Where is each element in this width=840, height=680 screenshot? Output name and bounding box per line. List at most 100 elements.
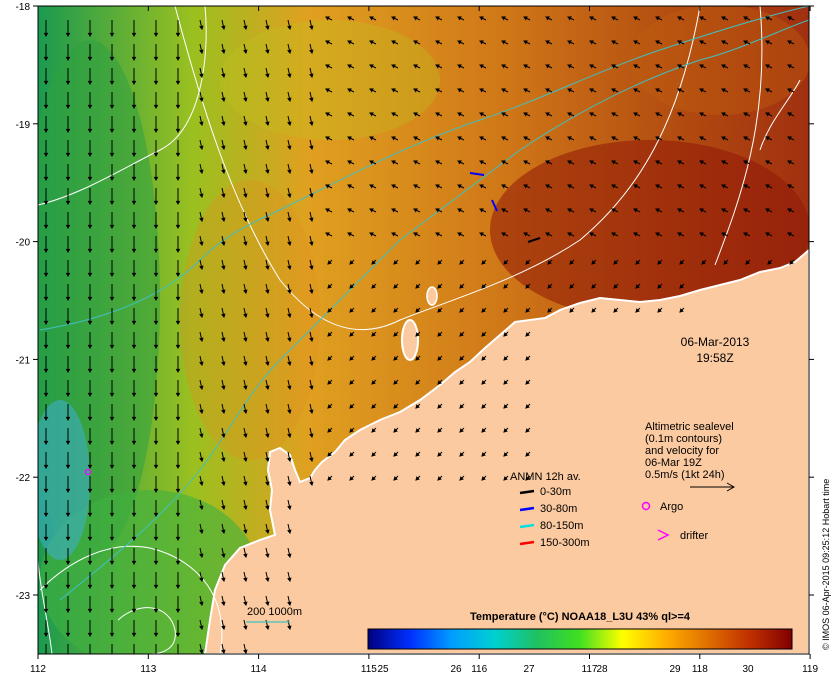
velocity-arrow-head — [287, 577, 292, 583]
velocity-arrow-head — [545, 64, 550, 69]
velocity-arrow-head — [635, 308, 640, 313]
velocity-arrow-head — [347, 40, 352, 45]
velocity-arrow-head — [787, 112, 792, 117]
velocity-arrow-head — [393, 308, 398, 313]
velocity-arrow-head — [131, 272, 137, 278]
velocity-arrow-head — [265, 289, 270, 295]
velocity-arrow-head — [437, 260, 442, 265]
velocity-arrow-head — [591, 284, 596, 289]
velocity-arrow-head — [65, 392, 71, 398]
velocity-arrow-head — [175, 296, 181, 302]
velocity-arrow-head — [567, 184, 572, 189]
altimetry-note-line: 06-Mar 19Z — [645, 457, 702, 469]
velocity-arrow-head — [175, 200, 181, 206]
velocity-arrow-head — [287, 49, 292, 55]
velocity-arrow-head — [175, 632, 181, 638]
velocity-arrow-head — [655, 160, 660, 165]
velocity-arrow-head — [437, 476, 442, 481]
velocity-arrow-head — [567, 232, 572, 237]
velocity-arrow-head — [679, 284, 684, 289]
velocity-arrow-head — [175, 176, 181, 182]
velocity-arrow-head — [243, 649, 248, 654]
velocity-arrow-head — [243, 433, 248, 439]
velocity-arrow-head — [743, 112, 748, 117]
velocity-arrow-head — [349, 404, 354, 409]
velocity-arrow-head — [153, 320, 159, 326]
velocity-arrow-head — [347, 136, 352, 141]
velocity-arrow-head — [131, 368, 137, 374]
velocity-arrow-head — [655, 40, 660, 45]
velocity-arrow-head — [199, 385, 204, 391]
velocity-arrow-head — [743, 160, 748, 165]
velocity-arrow-head — [523, 184, 528, 189]
velocity-arrow-head — [243, 361, 248, 367]
velocity-arrow-head — [87, 536, 93, 542]
velocity-arrow-head — [131, 464, 137, 470]
argo-float — [84, 468, 92, 476]
velocity-arrow-head — [243, 169, 248, 175]
velocity-arrow-head — [309, 289, 314, 295]
velocity-arrow-head — [309, 385, 314, 391]
velocity-arrow-head — [243, 73, 248, 79]
velocity-arrow-head — [153, 488, 159, 494]
velocity-arrow-head — [65, 416, 71, 422]
velocity-arrow-head — [567, 208, 572, 213]
velocity-arrow-head — [655, 232, 660, 237]
velocity-arrow-head — [545, 136, 550, 141]
velocity-arrow-head — [501, 160, 506, 165]
velocity-arrow-head — [525, 428, 530, 433]
velocity-arrow-head — [699, 232, 704, 237]
velocity-arrow-head — [309, 73, 314, 79]
velocity-arrow-head — [43, 440, 49, 446]
velocity-arrow-head — [413, 160, 418, 165]
velocity-arrow-head — [655, 136, 660, 141]
velocity-arrow-head — [327, 428, 332, 433]
velocity-arrow-head — [613, 260, 618, 265]
velocity-arrow-head — [369, 160, 374, 165]
velocity-arrow-head — [153, 464, 159, 470]
velocity-arrow-head — [325, 184, 330, 189]
altimetry-note-line: Altimetric sealevel — [645, 421, 734, 433]
velocity-arrow-head — [131, 200, 137, 206]
velocity-arrow-head — [481, 476, 486, 481]
velocity-arrow-head — [153, 176, 159, 182]
velocity-arrow-head — [369, 88, 374, 93]
velocity-arrow-head — [131, 488, 137, 494]
velocity-arrow-head — [199, 193, 204, 199]
velocity-arrow-head — [327, 380, 332, 385]
velocity-arrow-head — [371, 404, 376, 409]
velocity-arrow-head — [243, 193, 248, 199]
velocity-arrow-head — [721, 208, 726, 213]
velocity-arrow-head — [567, 40, 572, 45]
velocity-arrow-head — [765, 160, 770, 165]
velocity-arrow-head — [415, 380, 420, 385]
velocity-arrow-head — [265, 49, 270, 55]
velocity-arrow-head — [43, 368, 49, 374]
velocity-arrow-head — [721, 184, 726, 189]
velocity-arrow-head — [265, 313, 270, 319]
velocity-arrow-head — [525, 452, 530, 457]
velocity-arrow-head — [523, 160, 528, 165]
velocity-arrow-head — [347, 88, 352, 93]
velocity-arrow-head — [435, 136, 440, 141]
x-tick-label: 116 — [471, 664, 487, 675]
velocity-arrow-head — [457, 136, 462, 141]
velocity-arrow-head — [569, 308, 574, 313]
velocity-arrow-head — [67, 657, 70, 660]
velocity-arrow-head — [327, 260, 332, 265]
velocity-arrow-head — [765, 232, 770, 237]
anmn-legend: ANMN 12h av. 0-30m 30-80m 80-150m 150-30… — [510, 471, 708, 549]
velocity-arrow-head — [131, 440, 137, 446]
velocity-arrow-head — [501, 136, 506, 141]
velocity-arrow-head — [765, 208, 770, 213]
velocity-arrow-head — [391, 208, 396, 213]
velocity-arrow-head — [65, 632, 71, 638]
velocity-arrow-head — [175, 128, 181, 134]
velocity-arrow-head — [243, 97, 248, 103]
velocity-arrow-head — [199, 217, 204, 223]
velocity-arrow-head — [369, 232, 374, 237]
velocity-arrow-head — [327, 308, 332, 313]
velocity-arrow-head — [287, 25, 292, 31]
velocity-arrow-head — [481, 284, 486, 289]
velocity-arrow-head — [265, 553, 270, 559]
